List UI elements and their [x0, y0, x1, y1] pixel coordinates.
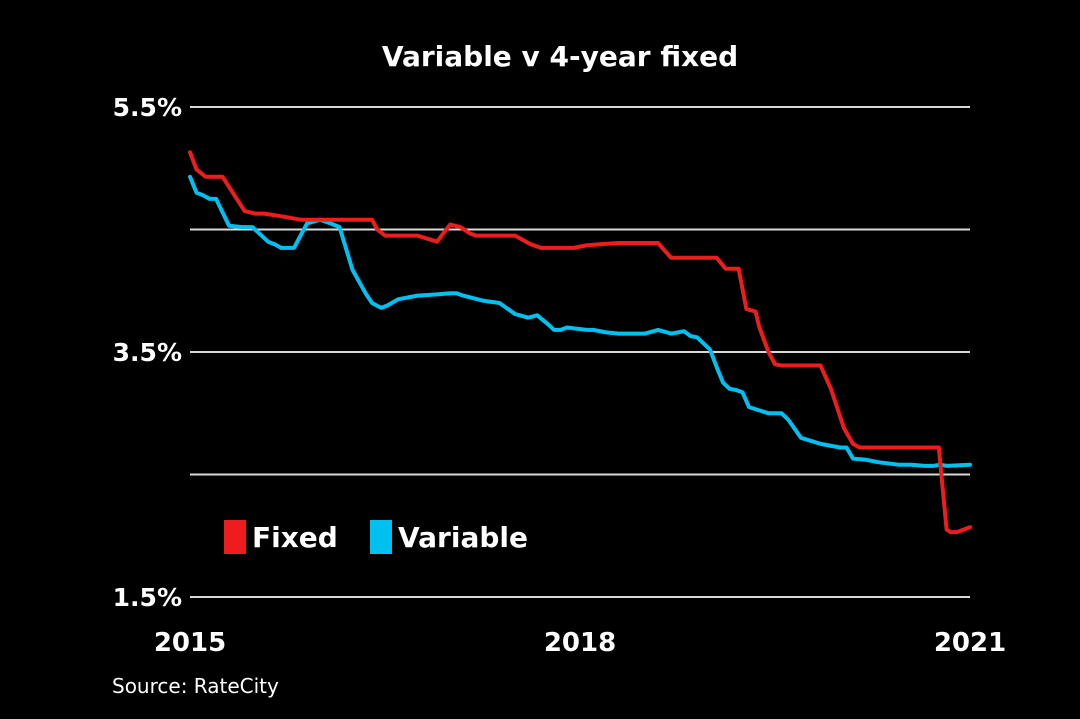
x-tick-label-0: 2015 [154, 628, 226, 658]
gridlines [190, 106, 970, 598]
series-line-fixed [188, 150, 972, 535]
legend-label-fixed: Fixed [252, 521, 338, 554]
legend-swatch-variable [370, 520, 392, 554]
y-tick-label-0: 1.5% [113, 583, 182, 612]
y-tick-label-2: 3.5% [113, 338, 182, 367]
legend-swatch-fixed [224, 520, 246, 554]
legend: Fixed Variable [224, 520, 528, 554]
series-line-variable [188, 174, 972, 468]
y-axis-tick-labels: 1.5% 3.5% 5.5% [113, 93, 182, 612]
y-tick-label-4: 5.5% [113, 93, 182, 122]
x-axis-tick-labels: 2015 2018 2021 [154, 628, 1006, 658]
legend-label-variable: Variable [398, 521, 528, 554]
chart-title: Variable v 4-year fixed [382, 40, 738, 73]
series-lines [188, 150, 972, 535]
source-note: Source: RateCity [112, 674, 279, 698]
x-tick-label-2: 2021 [934, 628, 1006, 658]
x-tick-label-1: 2018 [544, 628, 616, 658]
